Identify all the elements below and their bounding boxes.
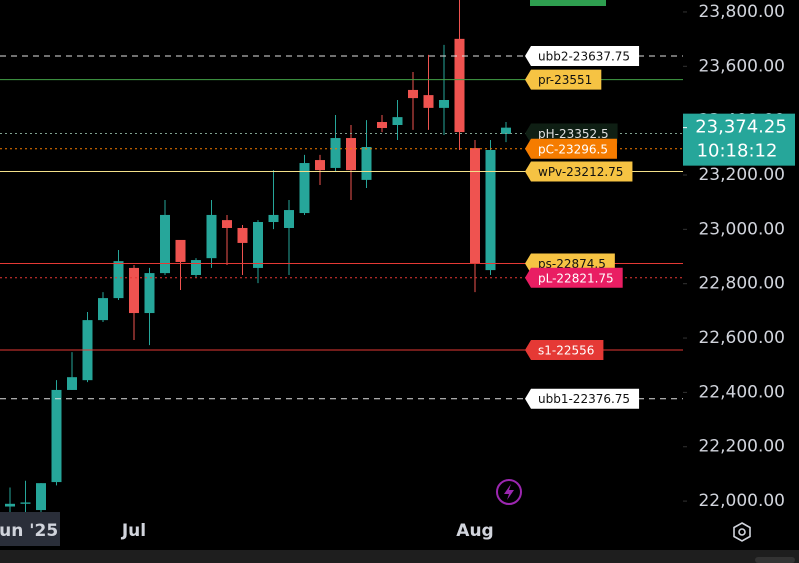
candle-body	[361, 147, 372, 180]
level-label-box	[525, 267, 623, 288]
level-label-box	[525, 161, 633, 182]
lightning-icon[interactable]	[496, 479, 522, 505]
level-label: pr-23551	[525, 69, 602, 90]
candle-body	[5, 503, 15, 507]
level-label-box	[525, 46, 640, 67]
level-label-box	[525, 388, 640, 409]
x-tick-label: Jul	[121, 521, 146, 541]
candle-body	[268, 214, 279, 223]
offscreen-label	[530, 0, 606, 6]
level-label-text: pC-23296.5	[538, 142, 608, 156]
candle-body	[454, 38, 465, 133]
candle-body	[160, 214, 170, 274]
y-tick-label: 22,400.00	[698, 382, 785, 402]
candle-body	[20, 502, 31, 504]
plot-area: 22,000.00 22,200.00 22,400.00 22,600.00 22,8…	[0, 0, 795, 546]
level-label-text: ubb1-22376.75	[538, 392, 630, 406]
level-label: s1-22556	[525, 340, 604, 360]
candle-body	[237, 227, 248, 243]
level-label-text: s1-22556	[538, 344, 594, 358]
last-price: 23,374.25	[695, 117, 787, 138]
candle-body	[346, 138, 356, 171]
candle-body	[392, 117, 403, 125]
y-tick-label: 22,200.00	[698, 437, 785, 457]
y-tick-label: 23,600.00	[698, 56, 785, 76]
candle-body	[98, 298, 108, 321]
scroll-handle[interactable]	[755, 557, 795, 563]
candle-body	[191, 260, 201, 275]
x-tick-label: Aug	[456, 521, 493, 541]
candle-body	[36, 483, 46, 511]
candle-body	[299, 163, 310, 214]
level-label-text: ubb2-23637.75	[538, 50, 630, 64]
candle-body	[222, 220, 232, 228]
candle-body	[51, 389, 62, 483]
candle-body	[284, 210, 294, 228]
candle-body	[485, 150, 496, 271]
level-label: pL-22821.75	[525, 267, 623, 288]
level-label-box	[525, 138, 617, 159]
candle-body	[439, 100, 449, 108]
candle-body	[315, 160, 325, 171]
level-label: pC-23296.5	[525, 138, 617, 159]
level-label-text: pH-23352.5	[538, 127, 609, 141]
y-tick-label: 22,000.00	[698, 491, 785, 511]
candle-body	[113, 261, 124, 299]
candle-body	[129, 267, 139, 314]
y-tick-label: 23,800.00	[698, 2, 785, 22]
level-label-box	[525, 123, 618, 144]
countdown: 10:18:12	[697, 141, 778, 162]
level-label: pH-23352.5	[525, 123, 618, 144]
x-tick-label: Jun '25	[0, 521, 58, 541]
level-label: ubb1-22376.75	[525, 388, 640, 409]
level-label-text: pr-23551	[538, 73, 592, 87]
level-label-text: pL-22821.75	[538, 271, 614, 285]
level-label-text: ps-22874.5	[538, 257, 606, 271]
level-label-box	[525, 69, 602, 90]
x-label-bg	[0, 512, 60, 546]
price-box	[683, 113, 795, 166]
candle-body	[423, 95, 434, 108]
candle-body	[206, 214, 217, 259]
settings-icon[interactable]	[733, 522, 751, 542]
level-label: ubb2-23637.75	[525, 46, 640, 67]
candle-body	[501, 127, 511, 134]
y-tick-label: 23,000.00	[698, 219, 785, 239]
candle-body	[253, 222, 263, 268]
candle-body	[144, 273, 155, 314]
y-tick-label: 22,600.00	[698, 328, 785, 348]
candle-body	[408, 89, 418, 99]
y-tick-label: 22,800.00	[698, 274, 785, 294]
candle-body	[67, 377, 77, 390]
candle-body	[377, 122, 387, 128]
level-label: wPv-23212.75	[525, 161, 633, 182]
level-label-box	[525, 340, 604, 360]
candle-body	[330, 138, 341, 168]
level-label-text: wPv-23212.75	[538, 165, 623, 179]
y-tick-label: 23,200.00	[698, 165, 785, 185]
candle-body	[175, 239, 186, 262]
candle-body	[470, 148, 480, 264]
bottom-bar	[0, 550, 799, 563]
